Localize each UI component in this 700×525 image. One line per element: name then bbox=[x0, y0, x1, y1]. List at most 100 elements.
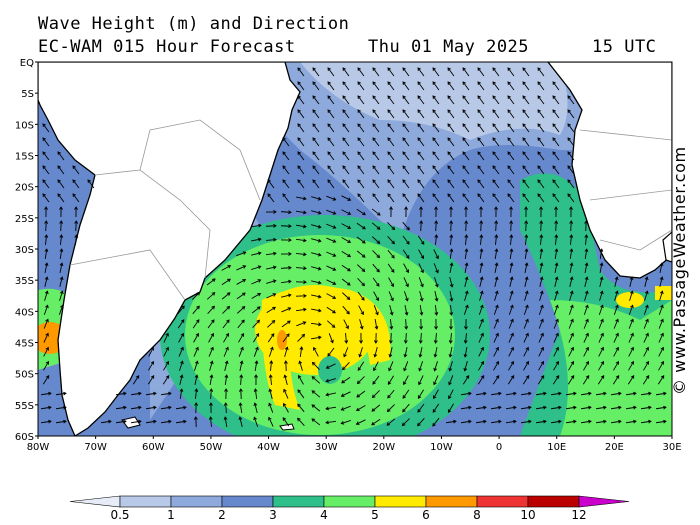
direction-arrow bbox=[507, 137, 515, 147]
direction-arrow bbox=[433, 263, 439, 274]
direction-arrow bbox=[268, 388, 273, 399]
direction-arrow bbox=[326, 320, 336, 328]
direction-arrow bbox=[312, 151, 320, 161]
direction-arrow bbox=[340, 420, 351, 425]
legend-swatch bbox=[374, 495, 427, 508]
direction-arrow bbox=[509, 262, 514, 273]
direction-arrow bbox=[554, 220, 559, 232]
direction-arrow bbox=[568, 304, 574, 315]
direction-arrow bbox=[447, 123, 455, 133]
direction-arrow bbox=[597, 375, 605, 385]
direction-arrow bbox=[537, 81, 545, 91]
direction-arrow bbox=[326, 209, 337, 215]
direction-arrow bbox=[552, 137, 560, 147]
direction-arrow bbox=[208, 416, 213, 428]
direction-arrow bbox=[193, 346, 199, 357]
direction-arrow bbox=[643, 304, 649, 315]
direction-arrow bbox=[177, 305, 185, 315]
direction-arrow bbox=[535, 391, 547, 396]
direction-arrow bbox=[642, 375, 650, 385]
direction-arrow bbox=[342, 81, 350, 91]
direction-arrow bbox=[59, 248, 64, 260]
direction-arrow bbox=[553, 346, 559, 357]
direction-arrow bbox=[643, 346, 649, 357]
direction-arrow bbox=[478, 360, 485, 371]
direction-arrow bbox=[612, 375, 620, 385]
direction-arrow bbox=[44, 262, 49, 273]
direction-arrow bbox=[492, 67, 500, 77]
direction-arrow bbox=[598, 304, 604, 315]
direction-arrow bbox=[418, 249, 424, 260]
direction-arrow bbox=[325, 378, 336, 383]
direction-arrow bbox=[509, 276, 514, 287]
latitude-axis: EQ 5S 10S 15S 20S 25S 30S 35S 40S 45S 50S 55S 60S bbox=[15, 58, 38, 443]
direction-arrow bbox=[417, 235, 425, 245]
direction-arrow bbox=[655, 405, 667, 410]
direction-arrow bbox=[311, 308, 322, 313]
direction-arrow bbox=[266, 293, 277, 299]
direction-arrow bbox=[523, 346, 529, 357]
direction-arrow bbox=[236, 265, 247, 271]
direction-arrow bbox=[295, 307, 307, 312]
direction-arrow bbox=[372, 67, 380, 77]
direction-arrow bbox=[72, 165, 80, 175]
direction-arrow bbox=[492, 123, 500, 133]
direction-arrow bbox=[130, 419, 142, 424]
direction-arrow bbox=[59, 234, 64, 246]
direction-arrow bbox=[311, 418, 321, 426]
legend-low-cap bbox=[69, 495, 121, 508]
direction-arrow bbox=[57, 151, 65, 161]
direction-arrow bbox=[493, 360, 500, 371]
direction-arrow bbox=[115, 405, 127, 410]
direction-arrow bbox=[59, 220, 64, 232]
direction-arrow bbox=[297, 403, 305, 413]
direction-arrow bbox=[433, 375, 439, 386]
direction-arrow bbox=[523, 332, 529, 343]
direction-arrow bbox=[404, 206, 408, 218]
direction-arrow bbox=[327, 165, 335, 175]
legend-swatch bbox=[323, 495, 376, 508]
direction-arrow bbox=[417, 389, 424, 400]
direction-arrow bbox=[163, 360, 170, 371]
direction-arrow bbox=[387, 193, 395, 203]
direction-arrow bbox=[580, 391, 592, 396]
direction-arrow bbox=[295, 238, 307, 243]
direction-arrow bbox=[42, 165, 50, 175]
direction-arrow bbox=[448, 375, 454, 386]
direction-arrow bbox=[266, 265, 277, 270]
direction-arrow bbox=[508, 318, 514, 329]
direction-arrow bbox=[507, 81, 515, 91]
direction-arrow bbox=[553, 318, 559, 329]
lon-tick-label: 20W bbox=[373, 442, 396, 453]
direction-arrow bbox=[539, 234, 544, 246]
direction-arrow bbox=[538, 318, 544, 329]
direction-arrow bbox=[463, 304, 469, 315]
direction-arrow bbox=[194, 360, 199, 371]
direction-arrow bbox=[505, 419, 517, 424]
direction-arrow bbox=[341, 251, 352, 258]
direction-arrow bbox=[357, 67, 365, 77]
direction-arrow bbox=[326, 293, 337, 299]
direction-arrow bbox=[539, 262, 544, 273]
direction-arrow bbox=[520, 391, 532, 396]
direction-arrow bbox=[221, 265, 232, 271]
direction-arrow bbox=[325, 392, 336, 397]
direction-arrow bbox=[388, 361, 394, 372]
direction-arrow bbox=[387, 389, 395, 399]
direction-arrow bbox=[583, 332, 589, 343]
direction-arrow bbox=[552, 151, 560, 161]
legend-swatch bbox=[527, 495, 580, 508]
direction-arrow bbox=[238, 416, 243, 427]
direction-arrow bbox=[179, 388, 184, 400]
direction-arrow bbox=[357, 361, 365, 371]
direction-arrow bbox=[494, 276, 499, 287]
direction-arrow bbox=[223, 332, 230, 343]
direction-arrow bbox=[507, 151, 515, 161]
lon-tick-label: 30E bbox=[662, 442, 681, 453]
direction-arrow bbox=[372, 137, 380, 147]
wave-zone-east-4-5m bbox=[550, 300, 672, 436]
direction-arrow bbox=[44, 248, 49, 260]
direction-arrow bbox=[432, 403, 440, 413]
wave-zone-05-1m bbox=[300, 62, 568, 140]
direction-arrow bbox=[583, 304, 589, 315]
